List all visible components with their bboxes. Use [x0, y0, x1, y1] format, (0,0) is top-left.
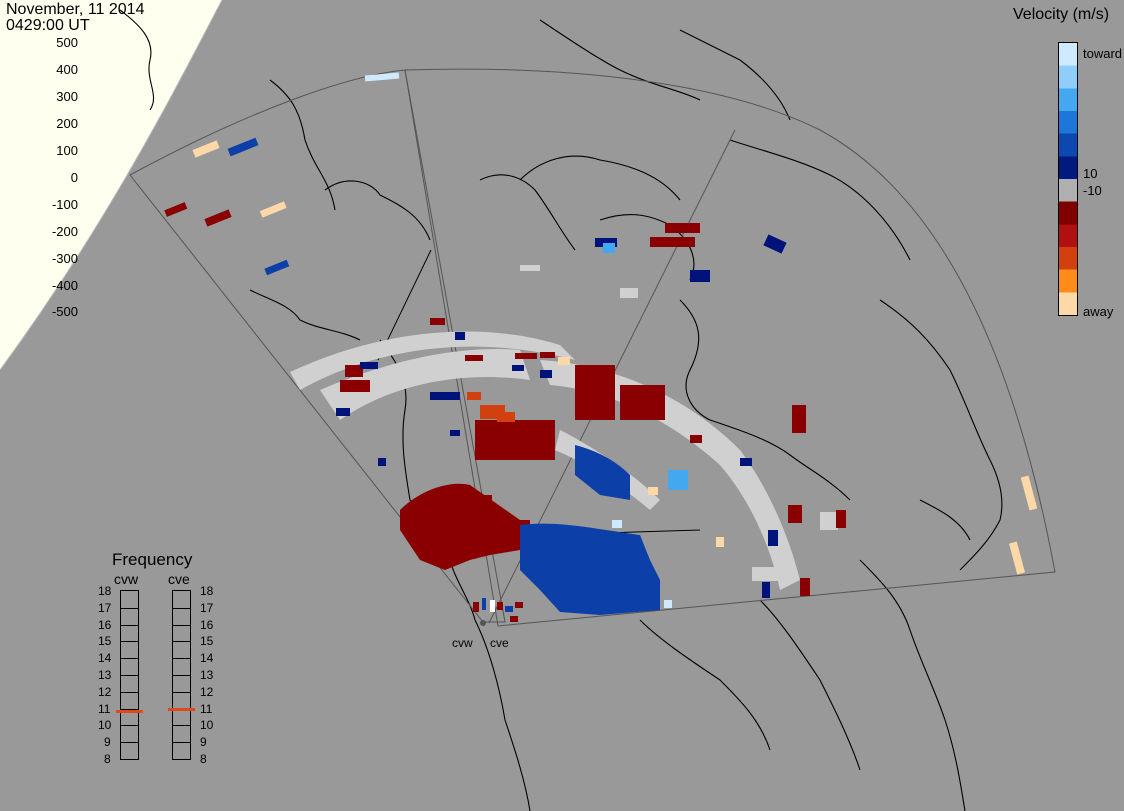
frequency-tick-left: 17 [98, 600, 112, 615]
time-label: 0429:00 UT [6, 17, 90, 34]
frequency-grid-line [121, 742, 138, 744]
frequency-grid-line [121, 725, 138, 727]
velocity-legend-title: Velocity (m/s) [1013, 6, 1110, 23]
frequency-cve-scale [172, 590, 191, 760]
frequency-grid-line [173, 641, 190, 643]
scatter-toward-navy [336, 234, 787, 598]
frequency-tick-right: 10 [200, 718, 214, 733]
velocity-label-away: away [1083, 304, 1114, 319]
velocity-tick: 500 [56, 35, 78, 50]
sunlit-region [0, 0, 222, 370]
frequency-cvw-scale [120, 590, 139, 760]
frequency-tick-right: 16 [200, 617, 214, 632]
radar-label-cve: cve [490, 636, 509, 650]
frequency-grid-line [121, 624, 138, 626]
terminator-line [0, 0, 223, 371]
frequency-tick-right: 12 [200, 684, 214, 699]
velocity-tick: -300 [51, 251, 78, 266]
frequency-tick-right: 14 [200, 651, 214, 666]
frequency-tick-left: 18 [98, 584, 112, 598]
frequency-cve-marker [168, 708, 195, 712]
frequency-tick-right: 11 [200, 701, 213, 716]
frequency-tick-left: 15 [98, 634, 112, 649]
velocity-tick: 300 [56, 89, 78, 104]
frequency-grid-line [173, 624, 190, 626]
velocity-tick: 200 [56, 116, 78, 131]
frequency-grid-line [173, 675, 190, 676]
scatter-away-mid [467, 392, 515, 422]
frequency-cvw-label: cvw [114, 571, 139, 587]
scatter-toward-light [603, 243, 688, 490]
velocity-tick: -400 [51, 278, 78, 293]
scatter-toward-palest [364, 72, 672, 608]
frequency-grid-line [121, 691, 138, 693]
frequency-tick-right: 13 [200, 668, 214, 682]
frequency-grid-line [173, 658, 190, 660]
frequency-tick-right: 17 [200, 600, 214, 615]
velocity-label-neg10: -10 [1083, 183, 1102, 198]
frequency-grid-line [121, 607, 138, 609]
near-range-scatter [473, 598, 523, 622]
frequency-tick-right: 9 [200, 735, 207, 750]
frequency-grid-line [173, 725, 190, 727]
frequency-grid-line [173, 607, 190, 609]
frequency-grid-line [121, 641, 138, 643]
scatter-away-dark [164, 202, 846, 596]
velocity-colorbar [1058, 42, 1078, 316]
velocity-tick: 400 [56, 62, 78, 77]
velocity-tick: -100 [51, 197, 78, 212]
frequency-tick-left: 11 [98, 701, 111, 716]
frequency-tick-left: 13 [98, 668, 112, 682]
velocity-tick: 100 [56, 143, 78, 158]
frequency-tick-left: 8 [104, 752, 111, 766]
scatter-away-light [192, 140, 1038, 575]
frequency-tick-left: 10 [98, 718, 112, 733]
frequency-grid-line [121, 708, 138, 710]
frequency-cvw-marker [116, 709, 143, 713]
frequency-tick-left: 9 [104, 735, 111, 750]
radar-site [480, 620, 486, 626]
frequency-tick-left: 16 [98, 617, 112, 632]
velocity-tick: 0 [70, 170, 78, 185]
velocity-tick: -500 [51, 304, 78, 319]
frequency-tick-left: 12 [98, 684, 112, 699]
frequency-tick-right: 15 [200, 634, 214, 649]
frequency-tick-right: 8 [200, 752, 207, 766]
scatter-toward-dark [227, 137, 660, 615]
frequency-tick-right: 18 [200, 584, 214, 598]
velocity-tick: -200 [51, 224, 78, 239]
frequency-cve-label: cve [168, 571, 190, 587]
frequency-grid-line [173, 691, 190, 693]
frequency-legend-title: Frequency [112, 550, 193, 569]
radar-label-cvw: cvw [452, 636, 473, 650]
date-label: November, 11 2014 [6, 1, 145, 18]
cve-fov [404, 68, 1056, 627]
frequency-grid-line [121, 658, 138, 660]
frequency-grid-line [173, 742, 190, 744]
frequency-grid-line [121, 675, 138, 676]
frequency-tick-left: 14 [98, 651, 112, 666]
velocity-label-10: 10 [1083, 166, 1098, 181]
coastlines [119, 9, 1003, 811]
velocity-label-toward: toward [1083, 46, 1123, 61]
